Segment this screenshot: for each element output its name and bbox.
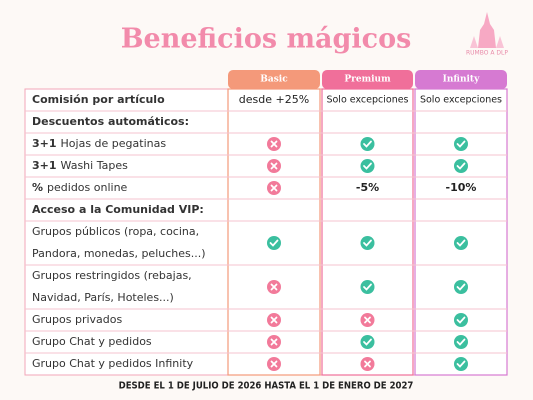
- icon-glyph: [363, 283, 372, 291]
- check-icon: [360, 137, 375, 151]
- icon-glyph: [270, 140, 278, 148]
- row-label: Pandora, monedas, peluches...): [32, 247, 206, 260]
- icon-glyph: [270, 338, 278, 346]
- table: Basic Premium Infinity Comisión por artícul…: [24, 70, 508, 376]
- check-icon: [454, 159, 468, 173]
- row-label: Descuentos automáticos:: [32, 115, 189, 128]
- check-icon: [267, 236, 281, 250]
- icon-glyph: [363, 162, 372, 170]
- logo-text: RUMBO A DLP: [466, 50, 508, 57]
- title: Beneficios mágicos: [121, 24, 412, 55]
- icon-glyph: [456, 316, 466, 324]
- column-header: [228, 70, 320, 89]
- column-frame: [227, 88, 321, 376]
- row-label: Grupos restringidos (rebajas,: [32, 269, 192, 282]
- column-header: [415, 70, 507, 89]
- icon-glyph: [270, 316, 278, 324]
- cell-text: Solo excepciones: [326, 95, 408, 106]
- row-label-text: Washi Tapes: [61, 159, 129, 172]
- column-header-label: Basic: [260, 75, 288, 85]
- row-label-text: Hojas de pegatinas: [61, 137, 167, 150]
- icon-glyph: [270, 283, 278, 291]
- icon-glyph: [269, 239, 279, 247]
- icon-glyph: [363, 140, 372, 148]
- row-label-bold: 3+1: [32, 159, 57, 172]
- row-label: 3+1 Hojas de pegatinas: [32, 137, 166, 150]
- row-label: Comisión por artículo: [32, 93, 165, 106]
- check-icon: [454, 313, 468, 327]
- icon-glyph: [456, 162, 466, 170]
- check-icon: [454, 335, 468, 349]
- icon-glyph: [456, 239, 466, 247]
- check-icon: [454, 236, 468, 250]
- row-label: Grupo Chat y pedidos: [32, 335, 152, 348]
- row-label: Grupos privados: [32, 313, 122, 326]
- cell-text: -10%: [446, 181, 477, 194]
- cell-text: -5%: [356, 181, 379, 194]
- icon-glyph: [363, 338, 372, 346]
- row-label: Grupos públicos (ropa, cocina,: [32, 225, 199, 238]
- row-label: % pedidos online: [32, 181, 128, 194]
- check-icon: [360, 159, 375, 173]
- icon-glyph: [270, 360, 278, 368]
- row-label-bold: 3+1: [32, 137, 57, 150]
- row-label-bold: %: [32, 181, 43, 194]
- icon-glyph: [270, 184, 278, 192]
- column-header: [322, 70, 413, 89]
- check-icon: [360, 280, 375, 294]
- row-label: Acceso a la Comunidad VIP:: [32, 203, 204, 216]
- check-icon: [360, 236, 375, 250]
- icon-glyph: [364, 316, 371, 324]
- icon-glyph: [363, 239, 372, 247]
- cell-text: desde +25%: [239, 93, 309, 106]
- check-icon: [360, 335, 375, 349]
- logo: RUMBO A DLP: [466, 12, 508, 57]
- column-frame: [321, 88, 414, 376]
- check-icon: [454, 280, 468, 294]
- icon-glyph: [456, 338, 466, 346]
- icon-glyph: [364, 360, 371, 368]
- row-label: Grupo Chat y pedidos Infinity: [32, 357, 194, 370]
- icon-glyph: [456, 283, 466, 291]
- footer: DESDE EL 1 DE JULIO DE 2026 HASTA EL 1 D…: [119, 381, 414, 392]
- row-label: Navidad, París, Hoteles...): [32, 291, 174, 304]
- column-frame: [414, 88, 508, 376]
- row-label: 3+1 Washi Tapes: [32, 159, 128, 172]
- check-icon: [454, 357, 468, 371]
- column-header-label: Infinity: [443, 75, 480, 85]
- cell-text: Solo excepciones: [420, 95, 502, 106]
- table-body: [24, 88, 508, 376]
- icon-glyph: [456, 140, 466, 148]
- check-icon: [454, 137, 468, 151]
- row-label-text: pedidos online: [47, 181, 128, 194]
- icon-glyph: [270, 162, 278, 170]
- column-header-label: Premium: [344, 75, 391, 85]
- icon-glyph: [456, 360, 466, 368]
